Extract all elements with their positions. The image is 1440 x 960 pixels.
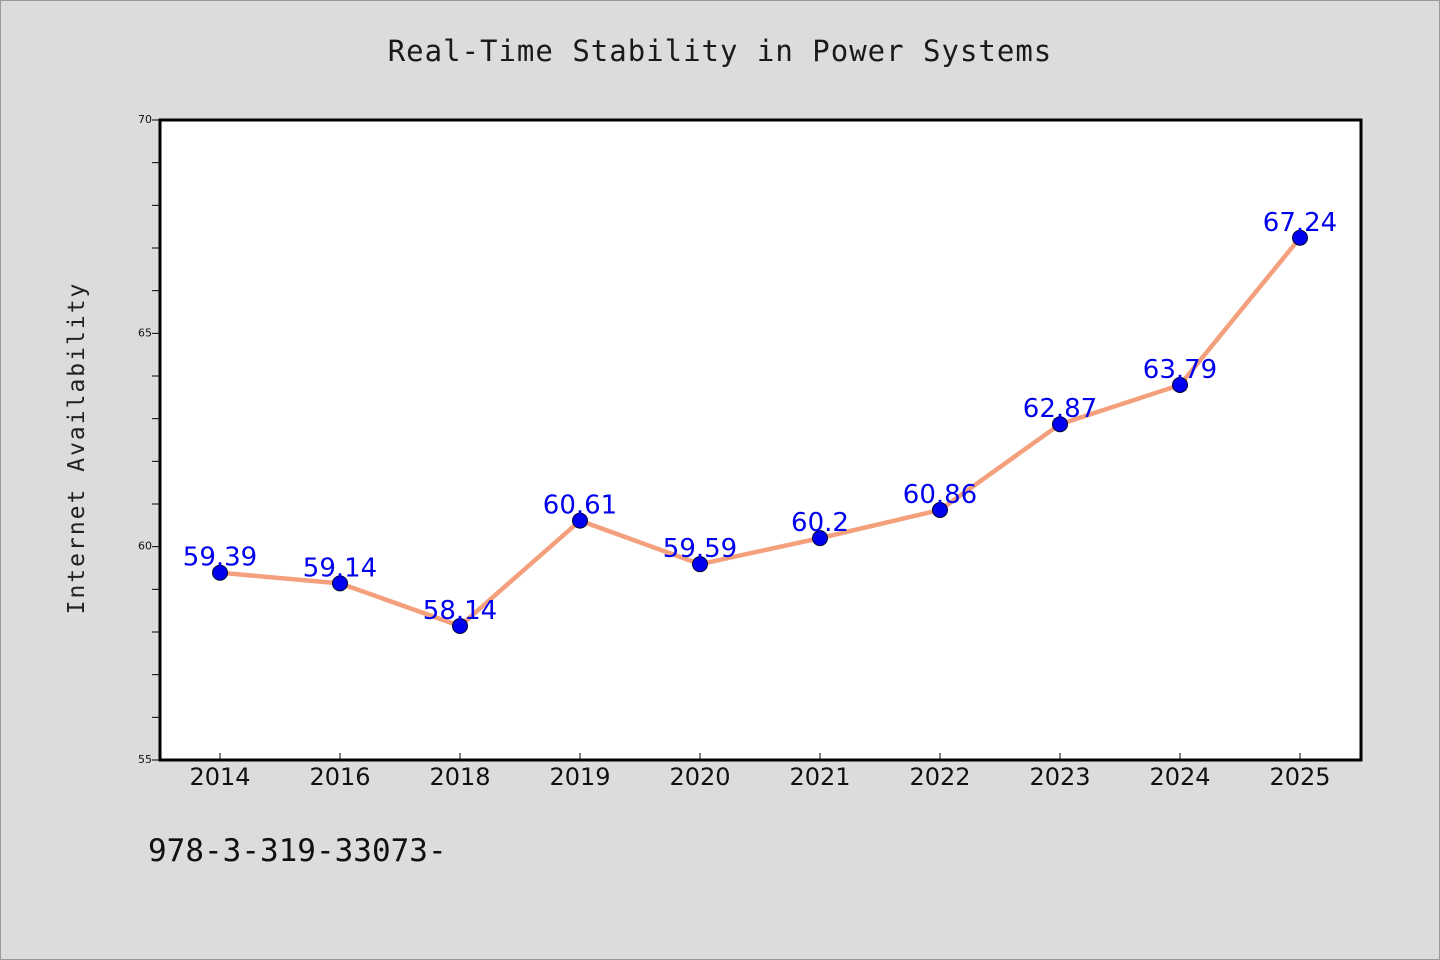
data-point-marker — [212, 564, 228, 581]
series-markers — [212, 229, 1308, 635]
data-point-marker — [1172, 376, 1188, 393]
data-point-marker — [812, 530, 828, 547]
data-label: 59.59 — [663, 534, 737, 564]
data-labels: 59.39 59.14 58.14 60.61 59.59 60.2 60.86 62.87 6… — [183, 208, 1337, 626]
x-tick-label: 2021 — [789, 763, 850, 791]
y-tick-label: 70 — [138, 113, 152, 126]
data-label: 59.39 — [183, 543, 257, 573]
plot-area — [158, 118, 1363, 762]
data-label: 67.24 — [1263, 208, 1337, 238]
x-tick-label: 2019 — [549, 763, 610, 791]
x-tick-label: 2025 — [1269, 763, 1330, 791]
x-tick-label: 2016 — [309, 763, 370, 791]
y-tick-label: 65 — [138, 326, 152, 339]
x-tick-label: 2014 — [189, 763, 250, 791]
data-label: 60.86 — [903, 480, 977, 510]
x-tick-label: 2018 — [429, 763, 490, 791]
data-label: 63.79 — [1143, 355, 1217, 385]
data-point-marker — [1052, 416, 1068, 433]
data-label: 58.14 — [423, 596, 497, 626]
x-tick-label: 2023 — [1029, 763, 1090, 791]
data-point-marker — [332, 575, 348, 592]
y-tick-label: 60 — [138, 540, 152, 553]
data-label: 59.14 — [303, 553, 377, 583]
data-point-marker — [572, 512, 588, 529]
y-tick-label: 55 — [138, 753, 152, 766]
data-point-marker — [452, 618, 468, 635]
x-tick-label: 2020 — [669, 763, 730, 791]
data-point-marker — [1292, 229, 1308, 246]
footer-code: 978-3-319-33073- — [148, 833, 447, 869]
data-point-marker — [692, 556, 708, 573]
y-axis: 55 60 65 70 — [138, 113, 160, 766]
data-label: 60.2 — [791, 508, 849, 538]
chart-title: Real-Time Stability in Power Systems — [387, 34, 1053, 68]
x-tick-label: 2022 — [909, 763, 970, 791]
x-tick-label: 2024 — [1149, 763, 1210, 791]
series-line — [217, 235, 1303, 629]
data-label: 62.87 — [1023, 394, 1097, 424]
x-axis: 2014 2016 2018 2019 2020 2021 2022 2023 2024 2025 — [189, 753, 1331, 791]
data-label: 60.61 — [543, 491, 617, 521]
data-point-marker — [932, 501, 948, 518]
